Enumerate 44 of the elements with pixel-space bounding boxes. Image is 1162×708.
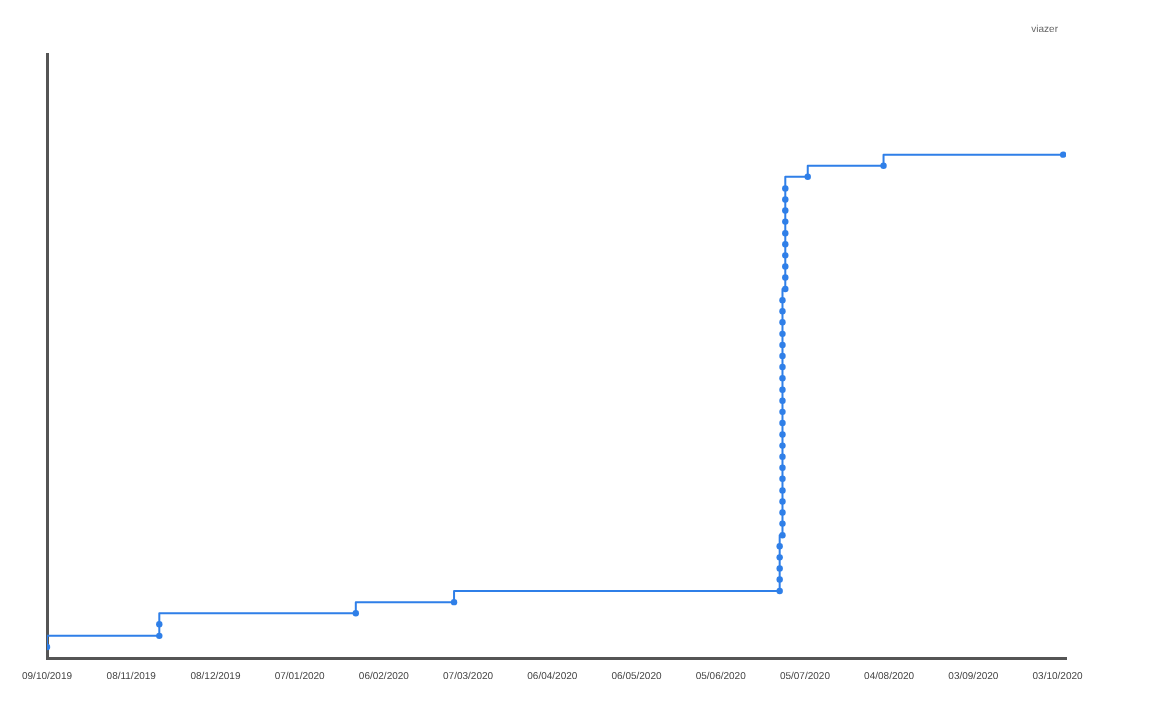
point [779, 475, 786, 483]
point [782, 274, 789, 281]
point [779, 363, 786, 371]
point [782, 285, 789, 293]
point [779, 498, 786, 505]
point [779, 397, 786, 404]
point [776, 576, 783, 583]
point [156, 632, 163, 640]
point [804, 173, 811, 181]
point [776, 587, 783, 595]
point [779, 453, 786, 460]
point [779, 319, 786, 326]
point [776, 554, 783, 561]
point [782, 207, 789, 214]
point [779, 408, 786, 416]
point [779, 296, 786, 304]
point [782, 241, 789, 248]
point [779, 509, 786, 516]
point [779, 442, 786, 449]
point [156, 621, 163, 628]
point [779, 531, 786, 539]
point [779, 352, 786, 360]
point [779, 520, 786, 527]
point [782, 185, 789, 192]
point [1059, 151, 1066, 158]
point [776, 565, 783, 572]
point [880, 162, 887, 169]
point [779, 341, 786, 349]
point [776, 543, 783, 550]
point [779, 374, 786, 382]
point [782, 263, 789, 270]
point [779, 464, 786, 471]
point [782, 252, 789, 259]
point [779, 308, 786, 315]
point [779, 487, 786, 494]
point [782, 218, 789, 225]
point [779, 419, 786, 427]
point [450, 598, 458, 606]
point [782, 196, 789, 203]
point [779, 386, 786, 393]
point [779, 431, 786, 438]
point [782, 229, 789, 237]
point [779, 330, 786, 338]
point [352, 610, 360, 617]
